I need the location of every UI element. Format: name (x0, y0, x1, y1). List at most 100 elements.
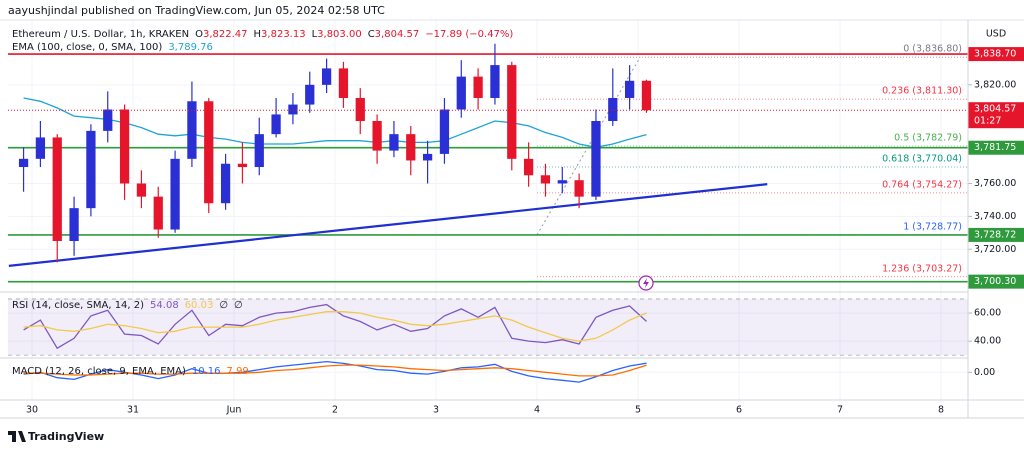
countdown-label: 01:27 (974, 116, 1001, 127)
plot: 30 31 Jun 2 3 4 5 6 7 8 3,720.00 3,740.00 3,760.00 3,… (8, 20, 1024, 416)
pane-legend-value: 10.16 (192, 366, 221, 377)
candle-body (641, 80, 652, 111)
pane-legend-value: ∅ (234, 300, 243, 311)
candle-body (237, 163, 248, 168)
pane-legend-value: ∅ (219, 300, 228, 311)
x-tick-label: 31 (127, 405, 139, 416)
level-label-box (968, 47, 1024, 62)
level-label-box (968, 227, 1024, 242)
y-tick-label: 60.00 (974, 308, 1001, 319)
y-tick-label: 40.00 (974, 336, 1001, 347)
y-tick-label: 3,760.00 (974, 178, 1016, 189)
last-price-label: 3,804.57 (974, 104, 1016, 115)
x-tick-label: 6 (736, 405, 742, 416)
candle-body (305, 84, 315, 105)
fib-label: 0.764 (3,754.27) (882, 179, 962, 190)
y-tick-label: 3,720.00 (974, 244, 1016, 255)
fib-label: 0 (3,836.80) (903, 44, 962, 55)
x-tick-label: 30 (26, 405, 38, 416)
x-tick-label: 2 (332, 405, 338, 416)
rsi-band (8, 299, 968, 356)
candle-body (389, 134, 399, 151)
candle-body (406, 134, 416, 161)
candle-body (473, 76, 483, 98)
level-label: 3,838.70 (974, 49, 1016, 60)
legend-value: 3,822.47 (203, 29, 248, 40)
fib-label: 0.618 (3,770.04) (882, 153, 962, 164)
footer-logo (8, 431, 26, 442)
x-tick-label: 3 (433, 405, 439, 416)
axis-unit: USD (986, 29, 1006, 40)
candle-body (338, 68, 349, 98)
pane-legend-value: 60.03 (185, 300, 214, 311)
fib-diagonal (536, 56, 641, 236)
legend-indicator: EMA (100, close, 0, SMA, 100) (12, 42, 162, 53)
legend-change: −17.89 (−0.47%) (425, 29, 513, 40)
candle-body (288, 104, 298, 115)
fib-label: 1.236 (3,703.27) (882, 263, 962, 274)
y-tick-label: 0.00 (974, 367, 995, 378)
level-label: 3,728.72 (974, 229, 1016, 240)
pane-legend: RSI (14, close, SMA, 14, 2) 54.08 60.03 ∅ ∅ (12, 300, 243, 311)
legend-key: C (368, 29, 375, 40)
x-tick-label: Jun (226, 405, 242, 416)
candle-body (574, 180, 584, 197)
footer-brand: TradingView (28, 430, 104, 443)
pane-legend-value: 54.08 (150, 300, 179, 311)
legend-value: 3,803.00 (317, 29, 362, 40)
y-tick-label: 3,820.00 (974, 79, 1016, 90)
candle-body (119, 109, 130, 184)
candle-body (136, 183, 147, 197)
legend-line: Ethereum / U.S. Dollar, 1h, KRAKEN O3,822… (12, 29, 513, 40)
fib-label: 0.5 (3,782.79) (894, 133, 962, 144)
candle-body (271, 114, 281, 135)
legend-line: EMA (100, close, 0, SMA, 100) 3,789.76 (12, 42, 213, 53)
legend-indicator-value: 3,789.76 (168, 42, 213, 53)
candle-body (422, 153, 433, 161)
candle-body (220, 163, 231, 204)
pane-legend-value: 7.99 (227, 366, 249, 377)
indicator-line (23, 364, 647, 377)
level-label-box (968, 140, 1024, 155)
candle-body (86, 130, 96, 209)
logo-mark (8, 431, 26, 442)
candle-body (507, 65, 517, 159)
candle-body (591, 121, 601, 197)
legend-key: H (254, 29, 262, 40)
last-price-box (968, 102, 1024, 129)
candle-body (153, 196, 163, 230)
level-label-box (968, 274, 1024, 289)
y-tick-label: 3,740.00 (974, 211, 1016, 222)
trendline (8, 183, 768, 267)
candle-body (103, 109, 113, 131)
level-label: 3,781.75 (974, 142, 1016, 153)
candle-body (52, 137, 62, 242)
event-icon-bolt (643, 278, 649, 288)
candle-body (456, 76, 466, 110)
x-tick-label: 8 (938, 405, 944, 416)
header: aayushjindal published on TradingView.co… (8, 4, 385, 17)
candle-body (540, 175, 551, 184)
candle-body (18, 158, 29, 168)
candle-body (204, 101, 214, 204)
candle-body (35, 137, 46, 159)
fib-label: 0.236 (3,811.30) (882, 86, 962, 97)
indicator-line (23, 303, 647, 350)
x-tick-label: 4 (534, 405, 540, 416)
candle-body (557, 180, 567, 184)
legend-symbol: Ethereum / U.S. Dollar, 1h, KRAKEN (12, 29, 189, 40)
fib-label: 1 (3,728.77) (903, 221, 962, 232)
candle-body (439, 109, 450, 154)
candle-body (69, 208, 79, 242)
legend-value: 3,804.57 (375, 29, 420, 40)
pane-title: MACD (12, 26, close, 9, EMA, EMA) (12, 366, 186, 377)
pane-title: RSI (14, close, SMA, 14, 2) (12, 300, 144, 311)
candle-body (254, 134, 264, 168)
candle-body (523, 158, 534, 176)
legend-value: 3,823.13 (261, 29, 306, 40)
x-tick-label: 5 (635, 405, 641, 416)
candle-body (170, 158, 180, 230)
indicator-line (23, 311, 647, 342)
x-tick-label: 7 (837, 405, 843, 416)
